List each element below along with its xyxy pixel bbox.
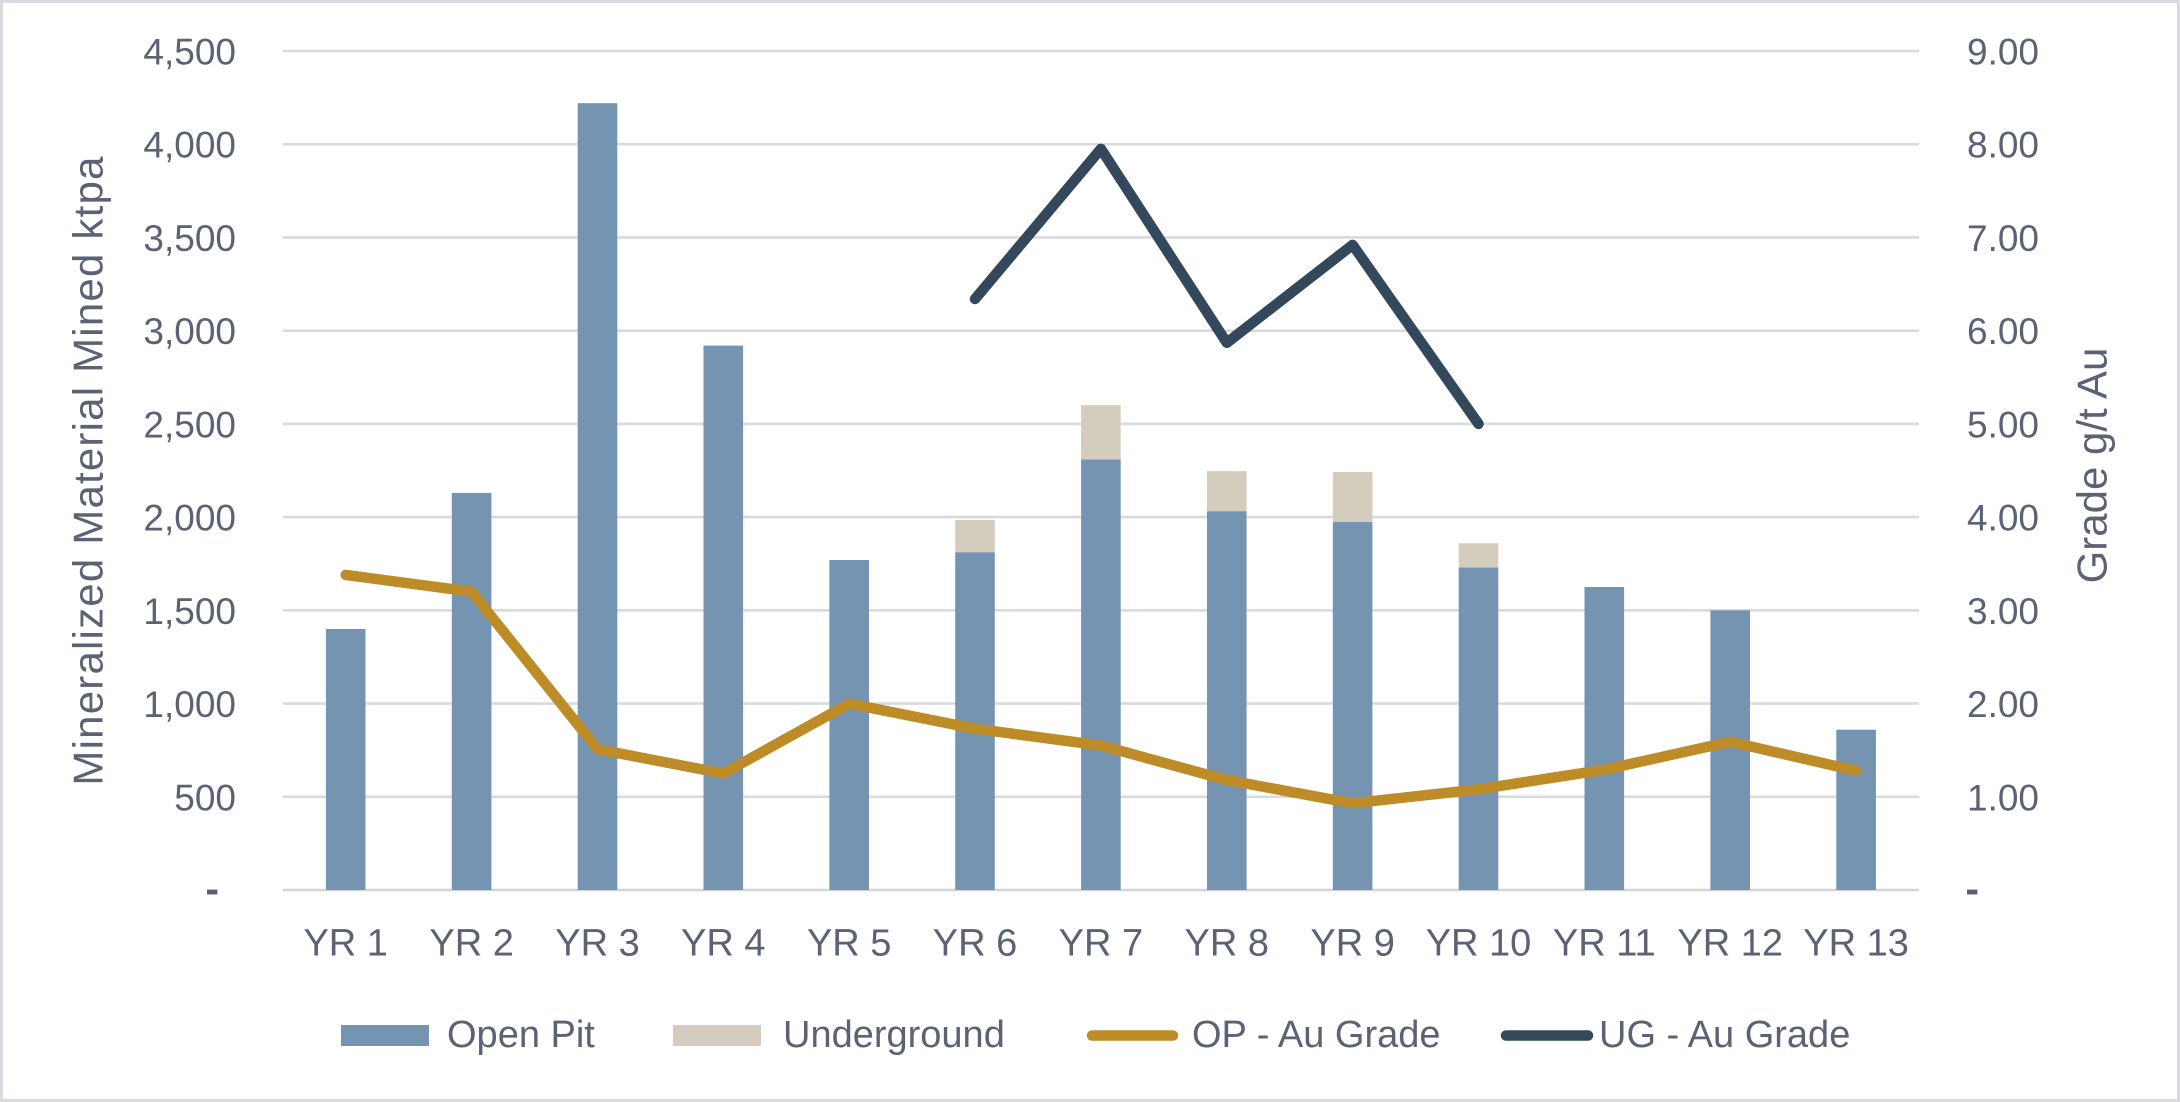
svg-text:YR 12: YR 12: [1677, 923, 1783, 965]
svg-text:YR 9: YR 9: [1310, 923, 1394, 965]
svg-text:9.00: 9.00: [1967, 32, 2039, 73]
svg-text:3,500: 3,500: [143, 218, 236, 259]
svg-text:YR 13: YR 13: [1803, 923, 1909, 965]
svg-text:YR 7: YR 7: [1059, 923, 1143, 965]
svg-text:1,000: 1,000: [143, 684, 236, 725]
svg-text:6.00: 6.00: [1967, 311, 2039, 352]
svg-text:5.00: 5.00: [1967, 404, 2039, 445]
svg-text:Open Pit: Open Pit: [447, 1014, 595, 1056]
svg-text:2,000: 2,000: [143, 498, 236, 539]
svg-text:Underground: Underground: [783, 1014, 1005, 1056]
svg-text:2.00: 2.00: [1967, 684, 2039, 725]
svg-text:4,000: 4,000: [143, 125, 236, 166]
svg-text:3,000: 3,000: [143, 311, 236, 352]
svg-text:1.00: 1.00: [1967, 777, 2039, 818]
svg-text:4.00: 4.00: [1967, 498, 2039, 539]
svg-text:YR 5: YR 5: [807, 923, 891, 965]
svg-text:YR 8: YR 8: [1185, 923, 1269, 965]
svg-text:YR 4: YR 4: [681, 923, 765, 965]
svg-text:YR 11: YR 11: [1553, 923, 1656, 965]
svg-text:7.00: 7.00: [1967, 218, 2039, 259]
svg-text:OP - Au Grade: OP - Au Grade: [1192, 1014, 1441, 1056]
svg-text:500: 500: [174, 777, 236, 818]
svg-text:YR 10: YR 10: [1426, 923, 1532, 965]
svg-text:YR 1: YR 1: [303, 923, 387, 965]
svg-text:8.00: 8.00: [1967, 125, 2039, 166]
svg-text:4,500: 4,500: [143, 32, 236, 73]
svg-text:YR 2: YR 2: [429, 923, 513, 965]
svg-text:Grade g/t Au: Grade g/t Au: [2069, 348, 2116, 584]
svg-text:1,500: 1,500: [143, 591, 236, 632]
svg-text:Mineralized Material Mined ktp: Mineralized Material Mined ktpa: [65, 155, 112, 785]
svg-text:YR 6: YR 6: [933, 923, 1017, 965]
svg-text:3.00: 3.00: [1967, 591, 2039, 632]
svg-text:UG - Au Grade: UG - Au Grade: [1599, 1014, 1850, 1056]
svg-text:2,500: 2,500: [143, 404, 236, 445]
svg-text:YR 3: YR 3: [555, 923, 639, 965]
